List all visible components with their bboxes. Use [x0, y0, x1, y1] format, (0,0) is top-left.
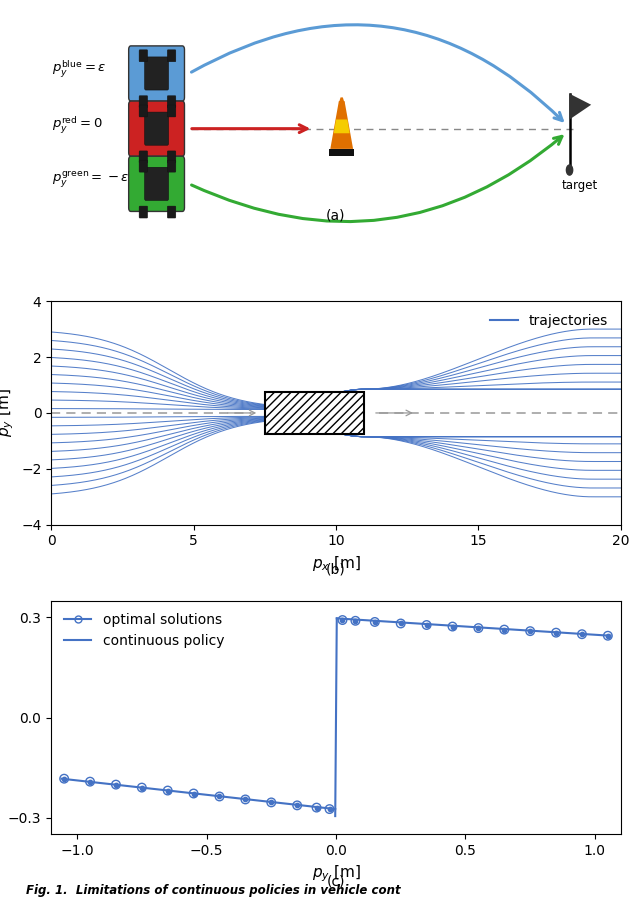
Point	[447, 619, 458, 634]
FancyBboxPatch shape	[167, 206, 176, 218]
Point	[499, 623, 509, 637]
FancyBboxPatch shape	[129, 46, 184, 101]
Point	[370, 614, 380, 629]
Bar	[265, 392, 365, 434]
Polygon shape	[330, 101, 353, 149]
Point	[312, 801, 322, 815]
Text: $p_y^{\rm red} = 0$: $p_y^{\rm red} = 0$	[52, 115, 103, 136]
FancyBboxPatch shape	[139, 206, 148, 218]
Point	[350, 613, 360, 628]
Point	[188, 786, 198, 801]
Bar	[265, 392, 365, 434]
Y-axis label: $p_y$ [m]: $p_y$ [m]	[0, 389, 15, 437]
FancyBboxPatch shape	[139, 50, 148, 61]
Polygon shape	[329, 149, 354, 156]
Point	[474, 621, 484, 635]
Text: (c): (c)	[327, 874, 345, 889]
Circle shape	[566, 165, 573, 175]
FancyBboxPatch shape	[167, 151, 176, 163]
FancyBboxPatch shape	[139, 151, 148, 163]
Point	[292, 798, 302, 812]
Point	[422, 618, 432, 633]
X-axis label: $p_x$ [m]: $p_x$ [m]	[312, 554, 360, 573]
X-axis label: $p_y$ [m]: $p_y$ [m]	[312, 864, 360, 884]
Point	[396, 616, 406, 631]
Point	[59, 771, 69, 786]
FancyBboxPatch shape	[167, 95, 176, 107]
Point	[324, 801, 335, 816]
Point	[577, 627, 587, 642]
Point	[214, 790, 225, 804]
FancyBboxPatch shape	[139, 95, 148, 107]
Point	[551, 625, 561, 640]
Point	[337, 613, 348, 627]
Point	[240, 792, 250, 807]
Polygon shape	[333, 119, 349, 133]
Point	[163, 783, 173, 798]
Point	[370, 614, 380, 629]
Point	[525, 624, 535, 638]
Legend: optimal solutions, continuous policy: optimal solutions, continuous policy	[58, 608, 230, 654]
FancyBboxPatch shape	[139, 105, 148, 117]
Point	[603, 628, 613, 643]
Polygon shape	[339, 97, 344, 103]
Point	[474, 621, 484, 635]
FancyBboxPatch shape	[145, 112, 168, 145]
Text: Fig. 1.  Limitations of continuous policies in vehicle cont: Fig. 1. Limitations of continuous polici…	[26, 884, 400, 897]
Text: target: target	[562, 179, 598, 193]
Point	[577, 627, 587, 642]
Point	[111, 778, 121, 792]
FancyBboxPatch shape	[167, 50, 176, 61]
Point	[240, 792, 250, 807]
Text: $p_y^{\rm blue} = \epsilon$: $p_y^{\rm blue} = \epsilon$	[52, 60, 107, 81]
Point	[137, 780, 147, 795]
Point	[350, 613, 360, 628]
Point	[137, 780, 147, 795]
Point	[603, 628, 613, 643]
FancyBboxPatch shape	[167, 160, 176, 172]
Point	[337, 613, 348, 627]
FancyBboxPatch shape	[145, 167, 168, 201]
Point	[214, 790, 225, 804]
Text: $p_y^{\rm green} = -\epsilon$: $p_y^{\rm green} = -\epsilon$	[52, 170, 130, 190]
Point	[85, 774, 95, 789]
Text: (a): (a)	[326, 208, 346, 223]
Point	[422, 618, 432, 633]
Point	[292, 798, 302, 812]
Polygon shape	[570, 94, 591, 119]
Point	[447, 619, 458, 634]
Point	[312, 801, 322, 815]
FancyBboxPatch shape	[145, 57, 168, 90]
Point	[85, 774, 95, 789]
Point	[525, 624, 535, 638]
Point	[266, 795, 276, 810]
Y-axis label: $\delta$ [rad]: $\delta$ [rad]	[0, 691, 3, 744]
Point	[188, 786, 198, 801]
Point	[324, 801, 335, 816]
Text: (b): (b)	[326, 563, 346, 577]
Legend: trajectories: trajectories	[484, 308, 614, 333]
FancyBboxPatch shape	[129, 101, 184, 156]
FancyBboxPatch shape	[167, 105, 176, 117]
Point	[499, 623, 509, 637]
Point	[59, 771, 69, 786]
Point	[396, 616, 406, 631]
FancyBboxPatch shape	[139, 160, 148, 172]
Point	[111, 778, 121, 792]
Point	[551, 625, 561, 640]
Point	[163, 783, 173, 798]
Point	[266, 795, 276, 810]
FancyBboxPatch shape	[129, 156, 184, 212]
